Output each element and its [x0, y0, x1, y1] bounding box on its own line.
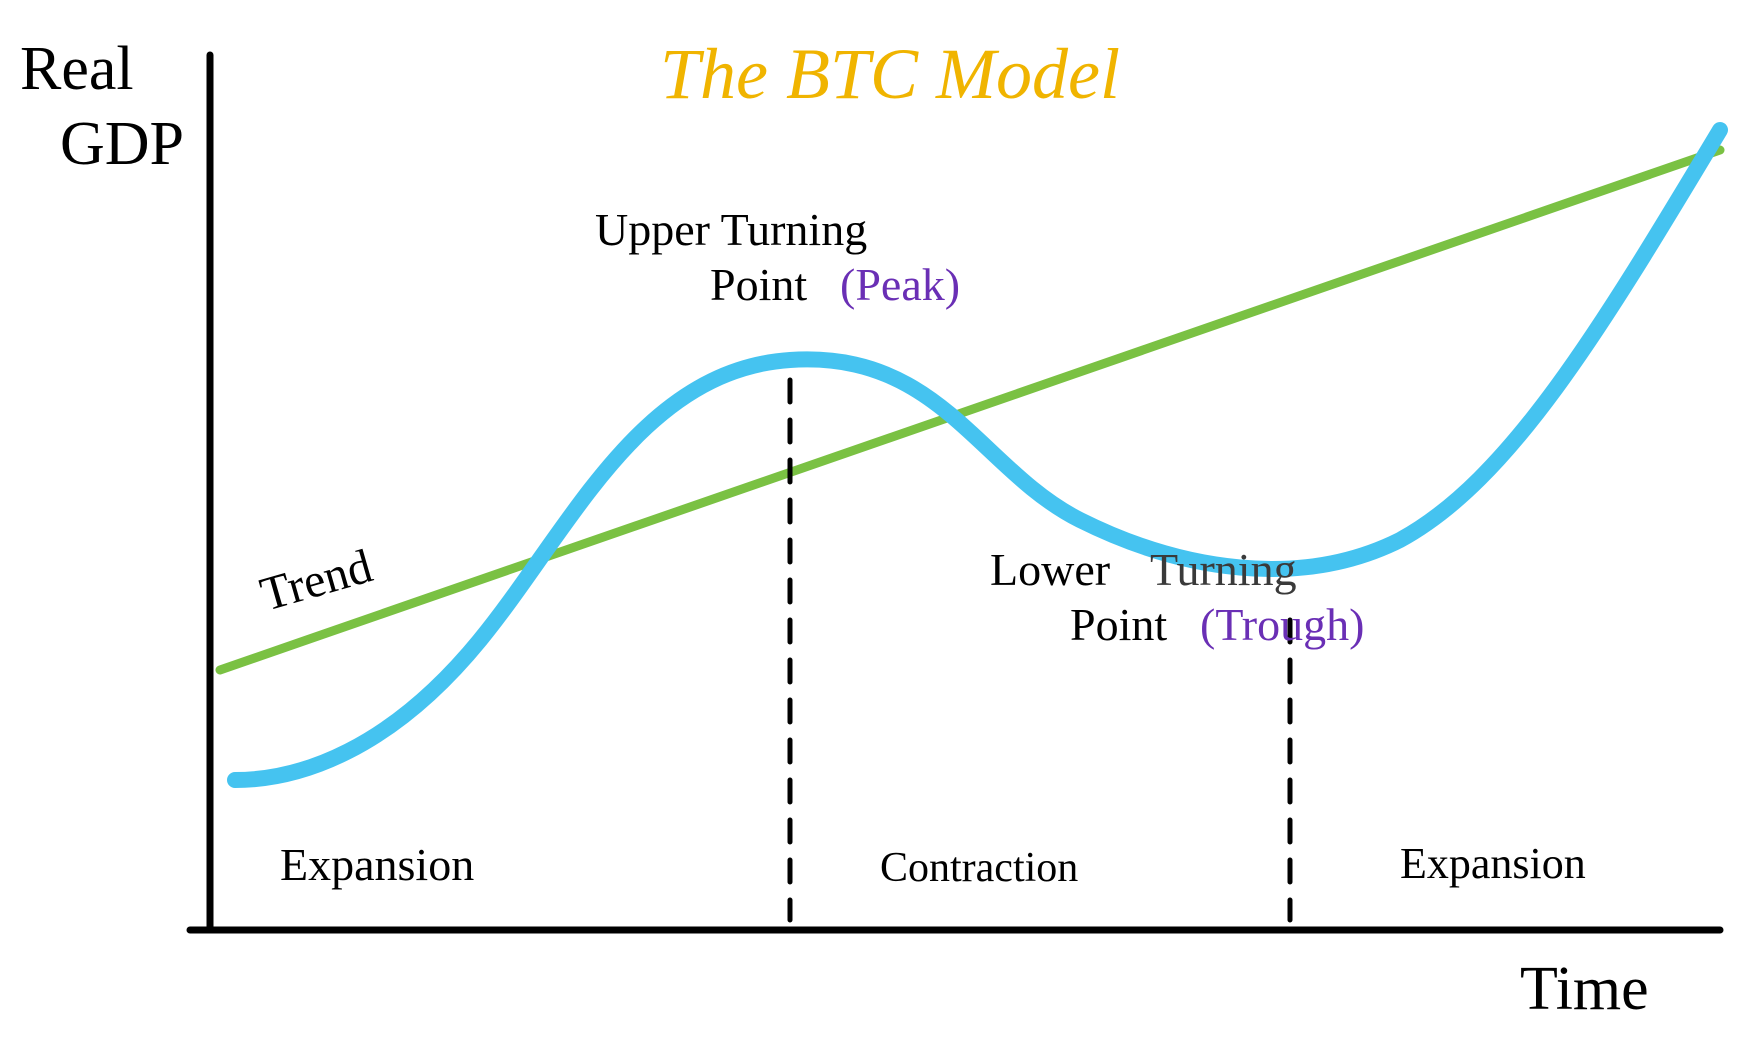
phase-expansion-2: Expansion [1400, 840, 1586, 888]
y-axis-label-real: Real [20, 35, 134, 103]
x-axis-label: Time [1520, 955, 1649, 1023]
lower-turning-turning-word: Turning [1150, 545, 1297, 596]
lower-turning-point-word: Point [1070, 600, 1179, 651]
plot-svg [0, 0, 1752, 1062]
y-axis-label-gdp: GDP [60, 110, 184, 178]
upper-turning-line1: Upper Turning [595, 205, 867, 256]
upper-turning-peak-word: (Peak) [840, 260, 960, 311]
phase-expansion-1: Expansion [280, 840, 474, 891]
chart-title: The BTC Model [660, 35, 1120, 114]
phase-contraction: Contraction [880, 845, 1078, 891]
trend-line [220, 150, 1720, 670]
upper-turning-point-word: Point [710, 260, 819, 311]
diagram-stage: The BTC Model Real GDP Time Trend Upper … [0, 0, 1752, 1062]
lower-turning-lower-word: Lower [990, 545, 1122, 596]
lower-turning-trough-word: (Trough) [1200, 600, 1364, 651]
